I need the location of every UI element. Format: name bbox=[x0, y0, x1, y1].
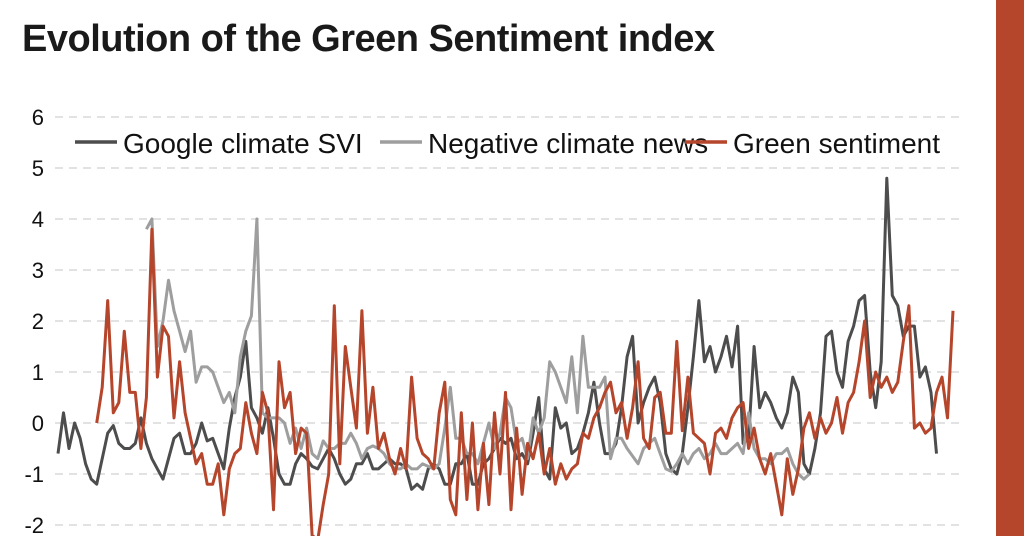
chart-title: Evolution of the Green Sentiment index bbox=[22, 18, 715, 60]
decorative-side-bar bbox=[996, 0, 1024, 536]
y-tick-label: 4 bbox=[32, 207, 44, 232]
legend-label: Google climate SVI bbox=[123, 128, 363, 159]
y-tick-label: -2 bbox=[24, 513, 44, 536]
y-tick-label: 6 bbox=[32, 105, 44, 130]
y-tick-label: 1 bbox=[32, 360, 44, 385]
y-tick-label: 0 bbox=[32, 411, 44, 436]
legend-label: Negative climate news bbox=[428, 128, 708, 159]
y-tick-label: 5 bbox=[32, 156, 44, 181]
series-line-green-sentiment bbox=[95, 227, 955, 536]
y-tick-label: 2 bbox=[32, 309, 44, 334]
y-tick-label: -1 bbox=[24, 462, 44, 487]
legend-label: Green sentiment bbox=[733, 128, 940, 159]
series-line-negative-climate-news bbox=[145, 217, 811, 481]
y-tick-label: 3 bbox=[32, 258, 44, 283]
